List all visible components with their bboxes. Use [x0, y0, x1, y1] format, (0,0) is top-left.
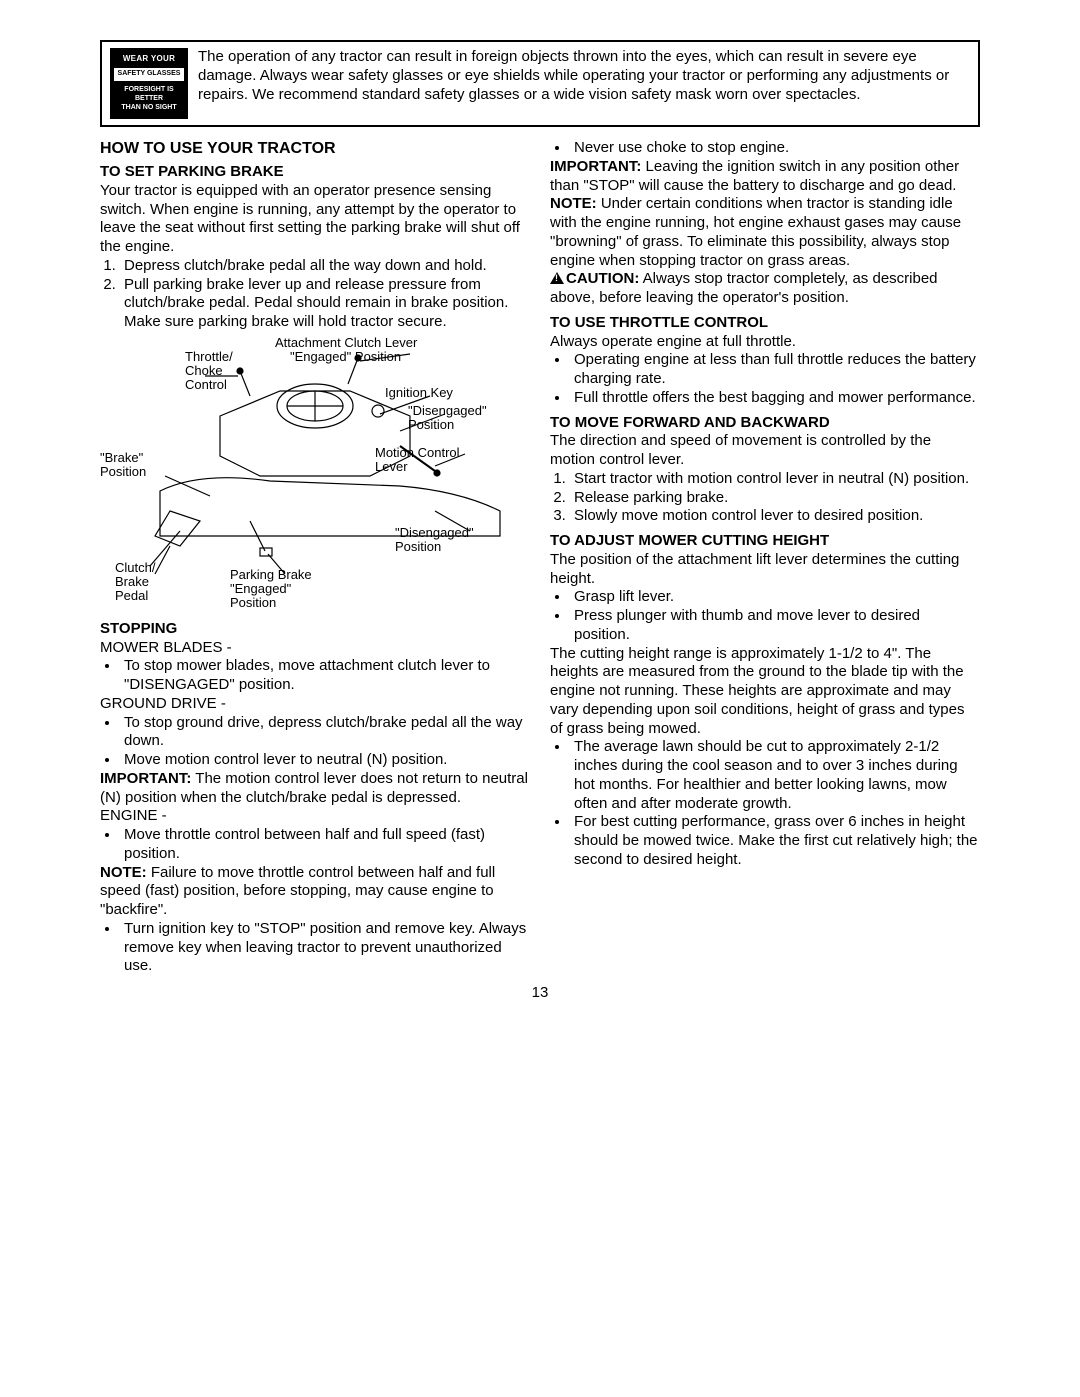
- move-heading: TO MOVE FORWARD AND BACKWARD: [550, 414, 980, 433]
- mower-blades-list: To stop mower blades, move attachment cl…: [100, 657, 530, 695]
- important-label: IMPORTANT:: [100, 770, 191, 787]
- list-item: Press plunger with thumb and move lever …: [570, 607, 980, 645]
- move-intro: The direction and speed of movement is c…: [550, 432, 980, 470]
- parking-brake-heading: TO SET PARKING BRAKE: [100, 163, 530, 182]
- list-item: The average lawn should be cut to approx…: [570, 738, 980, 813]
- engine-list1: Move throttle control between half and f…: [100, 826, 530, 864]
- mower-blades-sub: MOWER BLADES -: [100, 639, 530, 658]
- important-ignition: IMPORTANT: Leaving the ignition switch i…: [550, 158, 980, 196]
- list-item: For best cutting performance, grass over…: [570, 813, 980, 869]
- left-column: HOW TO USE YOUR TRACTOR TO SET PARKING B…: [100, 139, 530, 976]
- list-item: To stop mower blades, move attachment cl…: [120, 657, 530, 695]
- note-label: NOTE:: [550, 195, 597, 212]
- diagram-label-clutch: Clutch/BrakePedal: [115, 561, 155, 604]
- list-item: Operating engine at less than full throt…: [570, 351, 980, 389]
- important-label: IMPORTANT:: [550, 158, 641, 175]
- list-item: Never use choke to stop engine.: [570, 139, 980, 158]
- safety-warning-box: WEAR YOUR SAFETY GLASSES FORESIGHT IS BE…: [100, 40, 980, 127]
- cutting-list1: Grasp lift lever. Press plunger with thu…: [550, 588, 980, 644]
- diagram-label-engaged: "Engaged" Position: [290, 350, 401, 364]
- list-item: Depress clutch/brake pedal all the way d…: [120, 257, 530, 276]
- cutting-intro: The position of the attachment lift leve…: [550, 551, 980, 589]
- caution-icon: [550, 272, 564, 284]
- list-item: Release parking brake.: [570, 489, 980, 508]
- list-item: To stop ground drive, depress clutch/bra…: [120, 714, 530, 752]
- diagram-label-brake-position: "Brake"Position: [100, 451, 146, 480]
- badge-line1: WEAR YOUR: [110, 52, 188, 66]
- list-item: Grasp lift lever.: [570, 588, 980, 607]
- engine-sub: ENGINE -: [100, 807, 530, 826]
- main-heading: HOW TO USE YOUR TRACTOR: [100, 139, 530, 159]
- caution-stop: CAUTION: Always stop tractor completely,…: [550, 270, 980, 308]
- cutting-list2: The average lawn should be cut to approx…: [550, 738, 980, 869]
- badge-line4: THAN NO SIGHT: [110, 104, 188, 115]
- ground-drive-sub: GROUND DRIVE -: [100, 695, 530, 714]
- throttle-list: Operating engine at less than full throt…: [550, 351, 980, 407]
- diagram-label-ignition: Ignition Key: [385, 386, 453, 400]
- caution-label: CAUTION:: [566, 270, 639, 287]
- diagram-label-motion: Motion ControlLever: [375, 446, 460, 475]
- choke-list: Never use choke to stop engine.: [550, 139, 980, 158]
- list-item: Move throttle control between half and f…: [120, 826, 530, 864]
- diagram-label-attachment: Attachment Clutch Lever: [275, 336, 417, 350]
- note-text: Under certain conditions when tractor is…: [550, 195, 961, 268]
- ground-drive-list: To stop ground drive, depress clutch/bra…: [100, 714, 530, 770]
- cutting-height-heading: TO ADJUST MOWER CUTTING HEIGHT: [550, 532, 980, 551]
- diagram-label-disengaged1: "Disengaged"Position: [408, 404, 487, 433]
- diagram-label-disengaged2: "Disengaged"Position: [395, 526, 474, 555]
- main-columns: HOW TO USE YOUR TRACTOR TO SET PARKING B…: [100, 139, 980, 976]
- cutting-range: The cutting height range is approximatel…: [550, 645, 980, 739]
- list-item: Move motion control lever to neutral (N)…: [120, 751, 530, 770]
- important-motion: IMPORTANT: The motion control lever does…: [100, 770, 530, 808]
- diagram-label-throttle: Throttle/ChokeControl: [185, 350, 233, 393]
- list-item: Turn ignition key to "STOP" position and…: [120, 920, 530, 976]
- note-label: NOTE:: [100, 864, 147, 881]
- throttle-heading: TO USE THROTTLE CONTROL: [550, 314, 980, 333]
- list-item: Slowly move motion control lever to desi…: [570, 507, 980, 526]
- warning-text: The operation of any tractor can result …: [198, 48, 970, 104]
- list-item: Pull parking brake lever up and release …: [120, 276, 530, 332]
- list-item: Full throttle offers the best bagging an…: [570, 389, 980, 408]
- tractor-controls-diagram: Attachment Clutch Lever "Engaged" Positi…: [100, 336, 530, 616]
- stopping-heading: STOPPING: [100, 620, 530, 639]
- page-number: 13: [100, 984, 980, 1003]
- safety-badge: WEAR YOUR SAFETY GLASSES FORESIGHT IS BE…: [110, 48, 188, 119]
- diagram-label-parking: Parking Brake"Engaged"Position: [230, 568, 312, 611]
- parking-brake-steps: Depress clutch/brake pedal all the way d…: [100, 257, 530, 332]
- list-item: Start tractor with motion control lever …: [570, 470, 980, 489]
- engine-list2: Turn ignition key to "STOP" position and…: [100, 920, 530, 976]
- move-steps: Start tractor with motion control lever …: [550, 470, 980, 526]
- right-column: Never use choke to stop engine. IMPORTAN…: [550, 139, 980, 976]
- badge-line3: FORESIGHT IS BETTER: [110, 83, 188, 105]
- note-backfire: NOTE: Failure to move throttle control b…: [100, 864, 530, 920]
- note-text: Failure to move throttle control between…: [100, 864, 495, 919]
- note-browning: NOTE: Under certain conditions when trac…: [550, 195, 980, 270]
- parking-brake-intro: Your tractor is equipped with an operato…: [100, 182, 530, 257]
- badge-line2: SAFETY GLASSES: [114, 68, 184, 81]
- throttle-intro: Always operate engine at full throttle.: [550, 333, 980, 352]
